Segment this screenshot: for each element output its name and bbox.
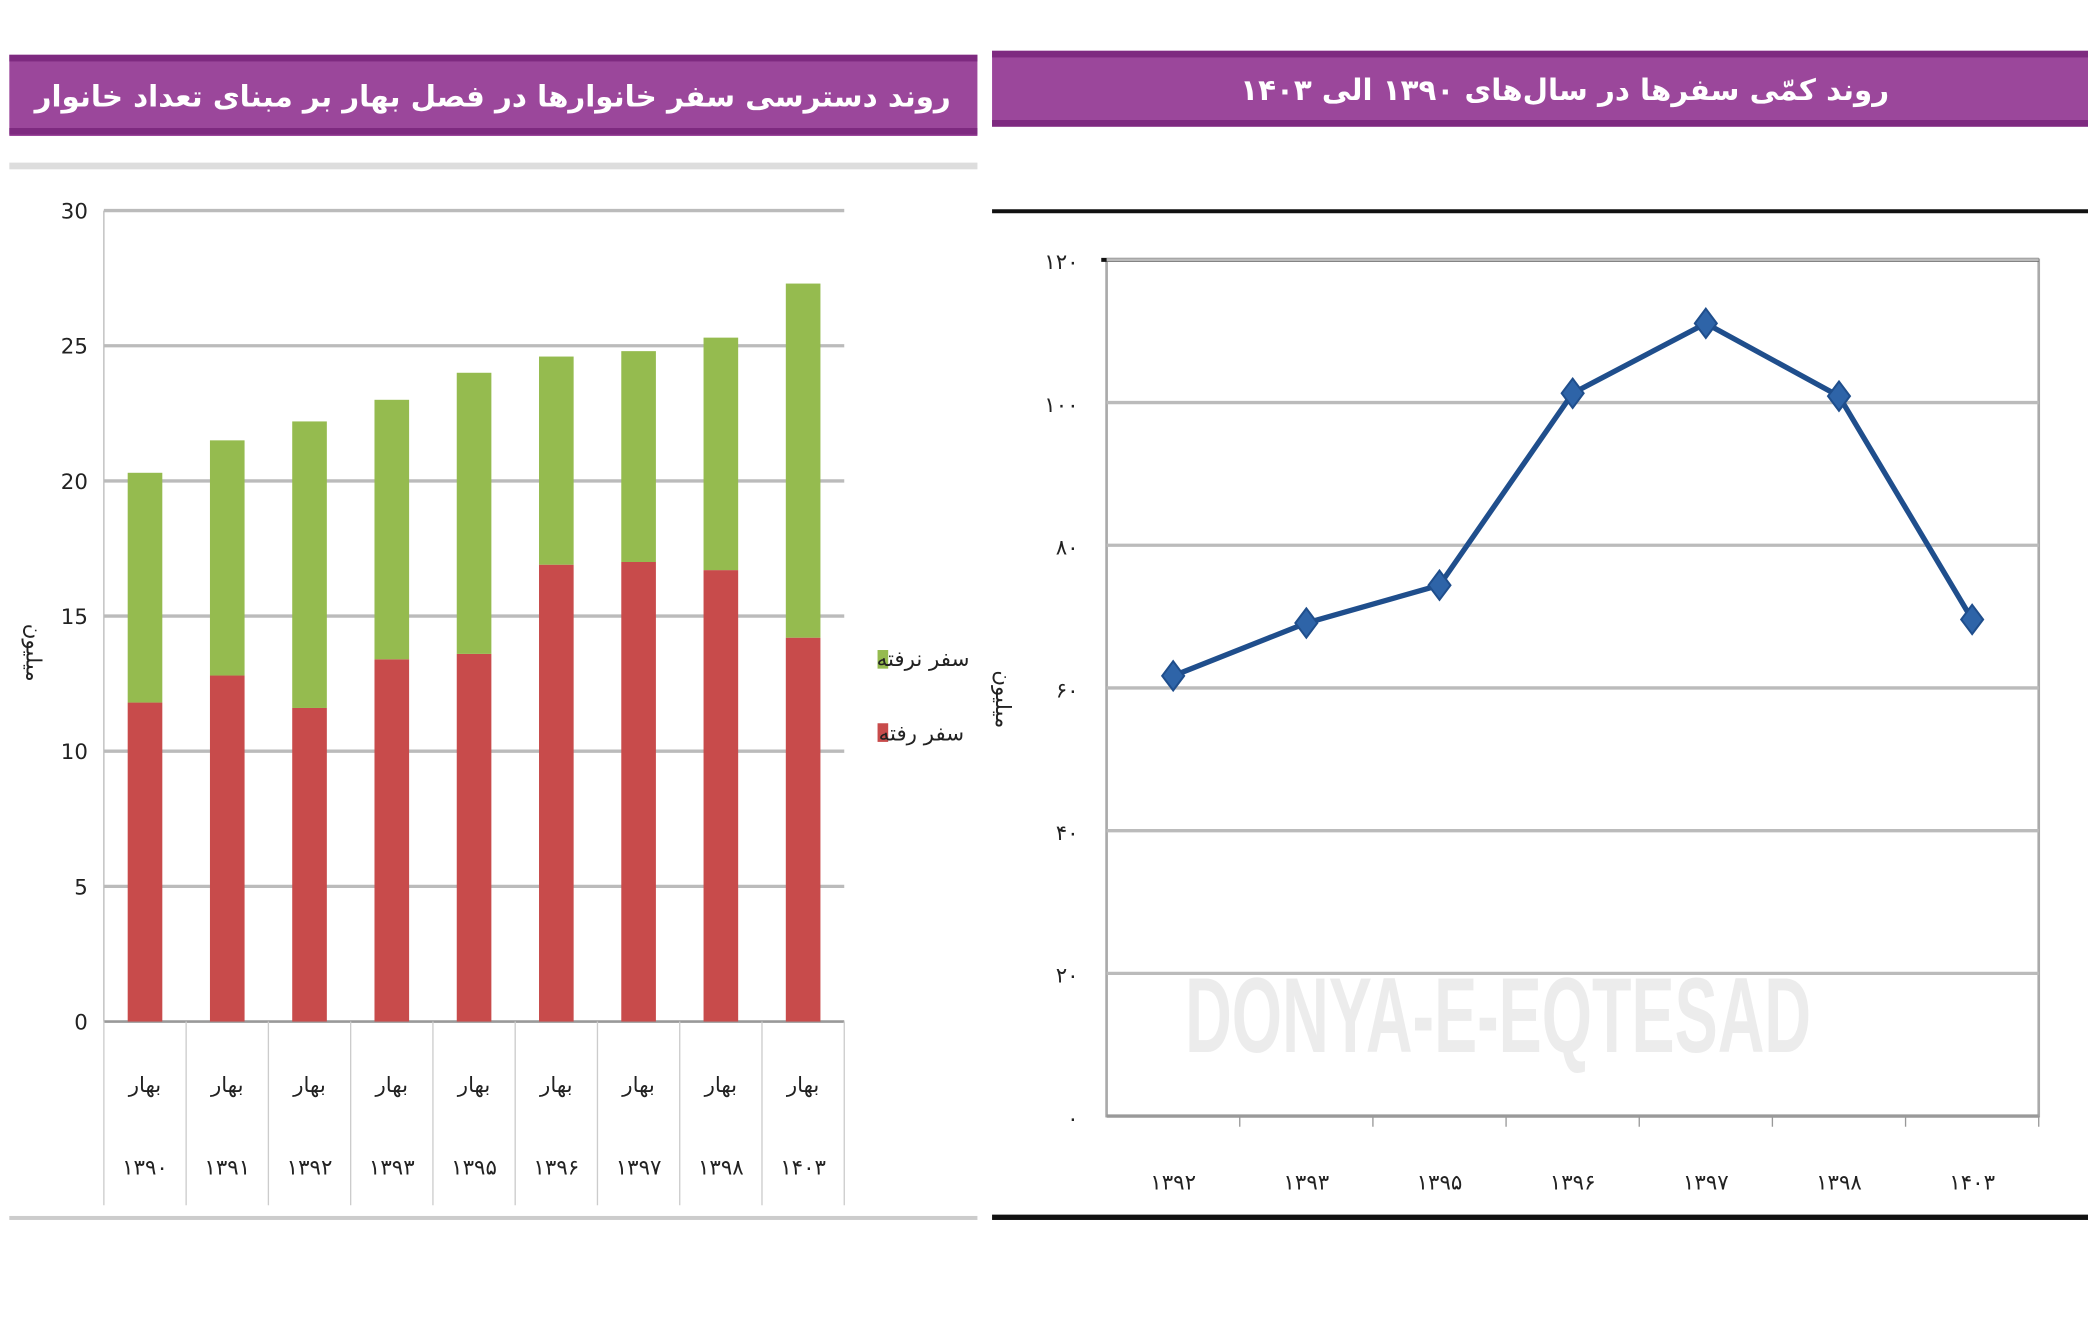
x-tick-label: ۱۴۰۳ bbox=[1949, 1170, 1995, 1195]
x-season-label: بهار bbox=[786, 1073, 820, 1098]
left-title-banner bbox=[9, 54, 978, 137]
y-tick-label: 5 bbox=[74, 875, 88, 900]
y-tick-label: ۶۰ bbox=[1056, 678, 1079, 703]
x-year-label: ۱۳۹۲ bbox=[287, 1156, 333, 1181]
bar-went bbox=[456, 653, 492, 1022]
legend-swatch-went bbox=[877, 723, 889, 742]
x-year-label: ۱۳۹۳ bbox=[369, 1156, 415, 1181]
x-year-label: ۱۴۰۳ bbox=[780, 1156, 826, 1181]
bars bbox=[127, 283, 821, 1022]
divider bbox=[9, 1215, 978, 1220]
bar-not-went bbox=[374, 399, 410, 660]
x-tick-label: ۱۳۹۲ bbox=[1150, 1170, 1196, 1195]
x-season-label: بهار bbox=[704, 1073, 738, 1098]
y-tick-label: ۰ bbox=[1067, 1106, 1078, 1131]
bar-not-went bbox=[539, 356, 574, 565]
y-tick-label: 15 bbox=[61, 605, 88, 630]
bar-went bbox=[374, 659, 410, 1022]
data-point bbox=[1826, 379, 1852, 413]
divider bbox=[9, 162, 978, 170]
y-tick-label: ۲۰ bbox=[1056, 964, 1079, 989]
y-tick-label: 30 bbox=[61, 200, 88, 225]
x-year-label: ۱۳۹۵ bbox=[451, 1156, 497, 1181]
banner-edge bbox=[992, 120, 2088, 127]
x-season-label: بهار bbox=[210, 1073, 244, 1098]
bar-went bbox=[127, 702, 163, 1022]
divider bbox=[992, 209, 2088, 214]
banner-edge bbox=[9, 54, 978, 62]
left-chart-title: روند دسترسی سفر خانوارها در فصل بهار بر … bbox=[33, 80, 951, 114]
bar-not-went bbox=[292, 421, 327, 708]
x-year-label: ۱۳۹۸ bbox=[698, 1156, 744, 1181]
watermark: DONYA-E-EQTESAD bbox=[1185, 956, 1811, 1075]
legend-swatch-not-went bbox=[877, 650, 889, 669]
bar-not-went bbox=[456, 372, 492, 654]
y-tick-label: ۱۰۰ bbox=[1044, 393, 1078, 418]
x-year-label: ۱۳۹۰ bbox=[122, 1156, 168, 1181]
x-year-label: ۱۳۹۷ bbox=[616, 1156, 662, 1181]
x-season-label: بهار bbox=[539, 1073, 573, 1098]
x-tick-label: ۱۳۹۶ bbox=[1550, 1170, 1596, 1195]
line-grid: ۰ ۲۰ ۴۰ ۶۰ ۸۰ ۱۰۰ ۱۲۰ ۱۳۹۲ ۱۳۹۳ ۱۳۹۵ ۱۳۹۶ ۱۳۹۷ ۱۳۹۸ ۱… bbox=[1044, 250, 2041, 1195]
data-point bbox=[1693, 307, 1719, 340]
x-season-label: بهار bbox=[292, 1073, 326, 1098]
left-y-axis-label: میلیون bbox=[21, 624, 46, 682]
x-tick-label: ۱۳۹۷ bbox=[1683, 1170, 1729, 1195]
y-tick-label: ۴۰ bbox=[1056, 821, 1079, 846]
bar-went bbox=[703, 570, 739, 1022]
x-year-label: ۱۳۹۶ bbox=[533, 1156, 579, 1181]
bar-went bbox=[539, 564, 574, 1022]
x-tick-label: ۱۳۹۸ bbox=[1816, 1170, 1862, 1195]
y-tick-label: 25 bbox=[61, 335, 88, 360]
divider bbox=[992, 1214, 2088, 1220]
line-series bbox=[1160, 307, 1985, 693]
banner-edge bbox=[992, 50, 2088, 58]
y-tick-label: 0 bbox=[74, 1011, 88, 1036]
y-tick-label: ۱۲۰ bbox=[1044, 250, 1078, 275]
x-season-label: بهار bbox=[621, 1073, 655, 1098]
data-point bbox=[1959, 603, 1985, 636]
bar-went bbox=[209, 675, 245, 1022]
bar-went bbox=[292, 707, 327, 1022]
x-tick-label: ۱۳۹۳ bbox=[1283, 1170, 1329, 1195]
x-tick-label: ۱۳۹۵ bbox=[1417, 1170, 1463, 1195]
bar-not-went bbox=[703, 337, 739, 571]
x-year-label: ۱۳۹۱ bbox=[204, 1156, 250, 1181]
data-point bbox=[1427, 568, 1452, 602]
legend-label-not-went: سفر نرفته bbox=[877, 647, 970, 672]
left-panel: روند دسترسی سفر خانوارها در فصل بهار بر … bbox=[9, 54, 978, 1220]
series-line bbox=[1172, 320, 1975, 679]
right-title-banner bbox=[992, 50, 2088, 127]
right-y-axis-label: میلیون bbox=[990, 670, 1015, 728]
x-season-label: بهار bbox=[375, 1073, 409, 1098]
bar-went bbox=[785, 637, 821, 1022]
y-tick-label: 10 bbox=[61, 740, 88, 765]
data-point bbox=[1294, 606, 1319, 640]
x-season-label: بهار bbox=[457, 1073, 491, 1098]
bar-not-went bbox=[127, 472, 163, 703]
y-tick-label: ۸۰ bbox=[1056, 536, 1079, 561]
data-point bbox=[1560, 376, 1585, 410]
bar-x-axis: بهار ۱۳۹۰ بهار ۱۳۹۱ بهار ۱۳۹۲ بهار ۱۳۹۳ بهار ۱۳۹۵… bbox=[103, 1021, 845, 1206]
right-panel: روند کمّی سفرها در سال‌های ۱۳۹۰ الی ۱۴۰۳… bbox=[990, 50, 2088, 1220]
right-chart-title: روند کمّی سفرها در سال‌های ۱۳۹۰ الی ۱۴۰۳ bbox=[1240, 73, 1889, 107]
bar-not-went bbox=[621, 351, 656, 562]
bar-not-went bbox=[785, 283, 821, 638]
data-point bbox=[1160, 659, 1186, 693]
y-tick-label: 20 bbox=[61, 470, 88, 495]
bar-not-went bbox=[209, 440, 245, 676]
legend: سفر نرفته سفر رفته bbox=[877, 647, 970, 747]
x-season-label: بهار bbox=[128, 1073, 162, 1098]
legend-label-went: سفر رفته bbox=[879, 722, 964, 747]
bar-went bbox=[621, 561, 656, 1022]
banner-edge bbox=[9, 128, 978, 135]
